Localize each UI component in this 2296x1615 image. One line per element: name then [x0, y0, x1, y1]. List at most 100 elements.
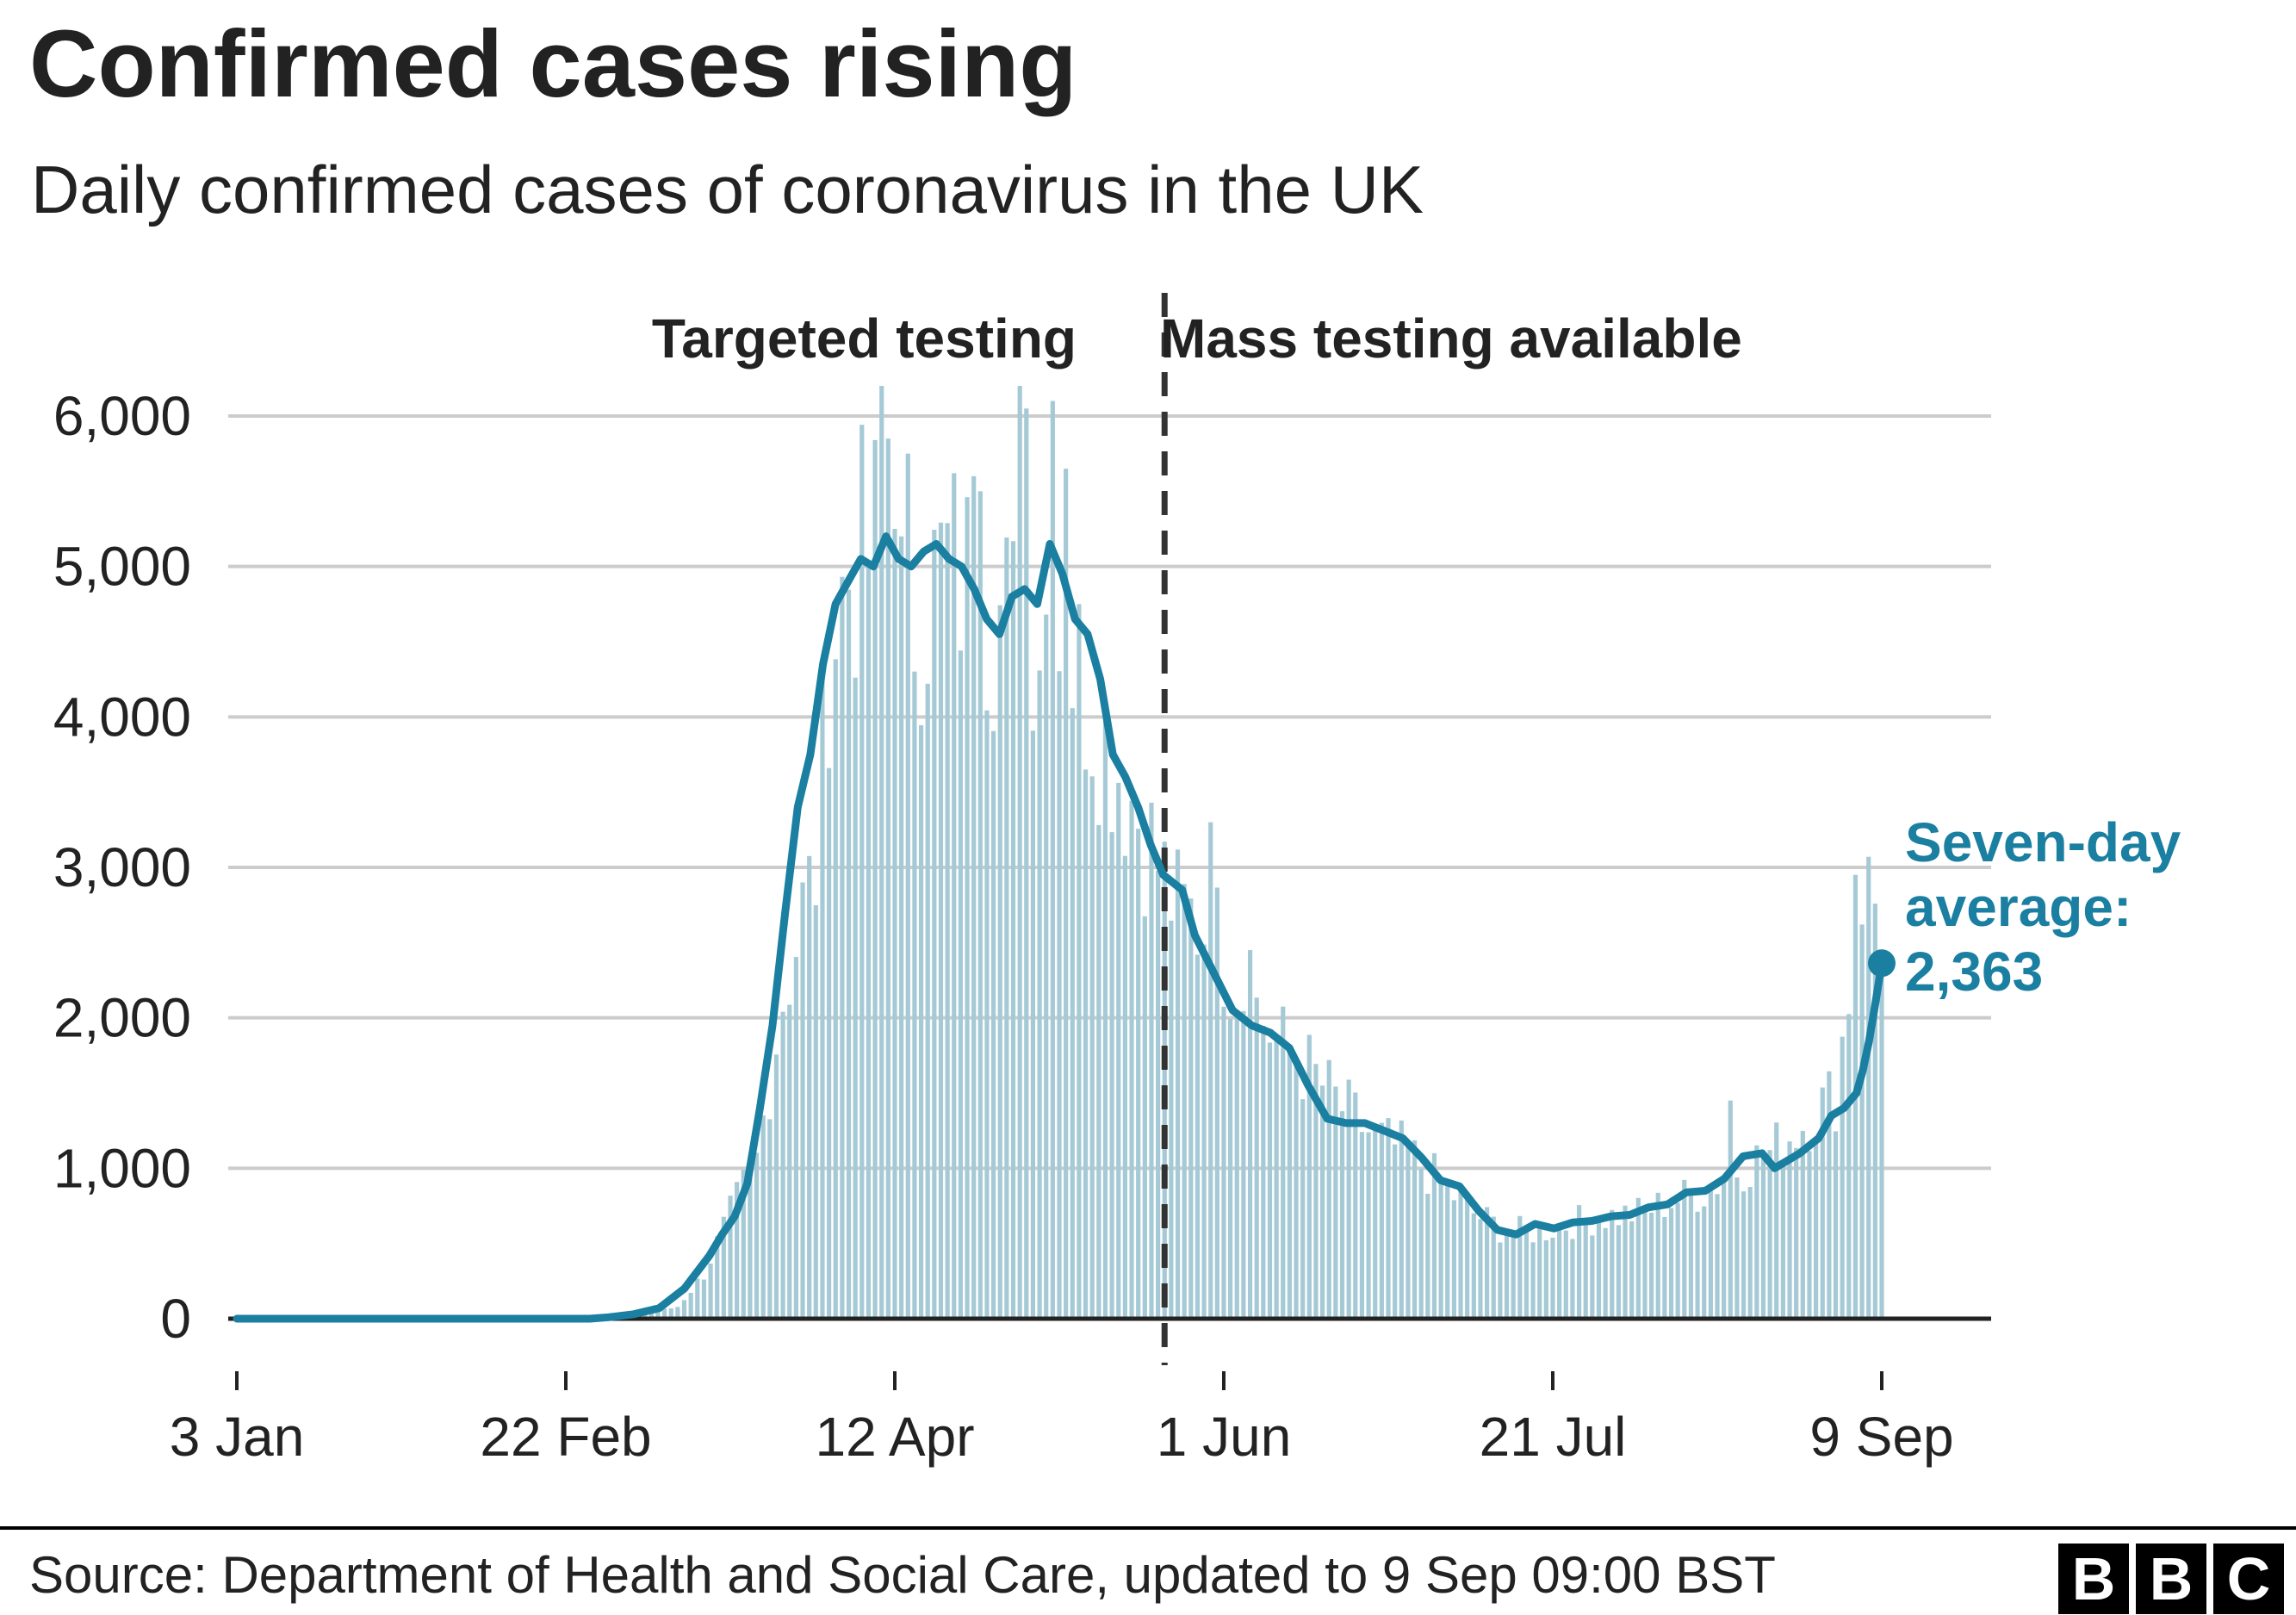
- daily-case-bar: [1570, 1239, 1575, 1319]
- daily-case-bar: [1188, 898, 1194, 1319]
- daily-case-bar: [1037, 670, 1042, 1319]
- daily-case-bar: [1800, 1130, 1805, 1319]
- daily-case-bar: [1089, 776, 1095, 1319]
- daily-case-bar: [1616, 1225, 1621, 1319]
- daily-case-bar: [1156, 871, 1161, 1319]
- daily-case-bar: [1827, 1071, 1832, 1319]
- daily-case-bar: [1418, 1168, 1424, 1319]
- daily-case-bar: [1879, 952, 1884, 1319]
- daily-case-bar: [813, 905, 818, 1319]
- daily-case-bar: [1445, 1182, 1450, 1319]
- y-tick-label: 5,000: [53, 536, 191, 598]
- chart-title: Confirmed cases rising: [29, 11, 1077, 117]
- daily-case-bar: [1379, 1122, 1384, 1319]
- daily-case-bar: [1642, 1207, 1648, 1319]
- daily-case-bar: [1708, 1187, 1713, 1319]
- daily-case-bar: [1767, 1150, 1772, 1319]
- daily-case-bar: [1339, 1111, 1345, 1319]
- y-tick-label: 4,000: [53, 686, 191, 748]
- bbc-logo-letter: B: [2136, 1544, 2206, 1614]
- seven-day-average-endpoint: [1868, 949, 1896, 978]
- daily-case-bar: [1221, 1006, 1226, 1319]
- daily-case-bar: [1077, 604, 1082, 1319]
- daily-case-bar: [846, 589, 852, 1319]
- y-tick-label: 1,000: [53, 1137, 191, 1199]
- daily-case-bar: [1373, 1125, 1378, 1319]
- daily-case-bar: [820, 666, 825, 1319]
- daily-case-bar: [1655, 1192, 1660, 1319]
- daily-case-bar: [1359, 1132, 1365, 1319]
- targeted-testing-label: Targeted testing: [652, 307, 1077, 370]
- daily-case-bar: [1590, 1235, 1595, 1319]
- daily-case-bar: [1478, 1219, 1483, 1319]
- daily-case-bar: [945, 523, 950, 1319]
- daily-case-bar: [1451, 1200, 1456, 1319]
- daily-case-bar: [807, 855, 812, 1319]
- daily-case-bar: [1406, 1145, 1411, 1319]
- daily-case-bar: [1267, 1042, 1273, 1319]
- daily-case-bar: [872, 439, 878, 1320]
- daily-case-bar: [1313, 1064, 1319, 1319]
- y-tick-label: 3,000: [53, 836, 191, 898]
- daily-case-bar: [918, 724, 924, 1319]
- daily-case-bar: [1833, 1131, 1839, 1319]
- daily-case-bar: [1695, 1211, 1700, 1319]
- daily-case-bar: [1485, 1207, 1490, 1319]
- daily-case-bar: [773, 1054, 779, 1319]
- daily-case-bar: [1760, 1158, 1766, 1319]
- daily-cases-bars: [307, 386, 1884, 1320]
- daily-case-bar: [1649, 1212, 1654, 1319]
- daily-case-bar: [1629, 1221, 1635, 1319]
- daily-case-bar: [695, 1278, 700, 1319]
- daily-case-bar: [1675, 1202, 1680, 1319]
- daily-case-bar: [728, 1196, 733, 1319]
- daily-case-bar: [984, 710, 990, 1319]
- daily-case-bar: [1722, 1182, 1727, 1319]
- daily-case-bar: [1794, 1147, 1799, 1319]
- y-tick-label: 2,000: [53, 987, 191, 1049]
- daily-case-bar: [748, 1160, 753, 1319]
- daily-case-bar: [1465, 1196, 1470, 1319]
- daily-case-bar: [1096, 824, 1101, 1319]
- daily-case-bar: [1017, 386, 1022, 1320]
- daily-case-bar: [1702, 1206, 1707, 1319]
- daily-case-bar: [866, 563, 872, 1319]
- source-note: Source: Department of Health and Social …: [29, 1546, 1776, 1604]
- daily-case-bar: [1122, 855, 1127, 1319]
- daily-case-bar: [688, 1292, 693, 1319]
- daily-case-bar: [1523, 1226, 1530, 1319]
- daily-case-bar: [879, 386, 884, 1320]
- daily-case-bar: [1116, 782, 1121, 1319]
- daily-case-bar: [1320, 1085, 1325, 1319]
- daily-case-bar: [1635, 1197, 1641, 1319]
- daily-case-bar: [1563, 1230, 1568, 1319]
- daily-case-bar: [1682, 1179, 1687, 1319]
- daily-case-bar: [1504, 1235, 1510, 1319]
- daily-case-bar: [793, 957, 798, 1319]
- daily-case-bar: [1734, 1177, 1740, 1319]
- daily-case-bar: [1715, 1194, 1720, 1319]
- daily-case-bar: [1142, 916, 1147, 1319]
- daily-case-bar: [1247, 950, 1253, 1319]
- daily-case-bar: [1261, 1025, 1266, 1319]
- y-axis-ticks: 0 1,000 2,000 3,000 4,000 5,000 6,000: [53, 385, 191, 1350]
- x-tick-label: 1 Jun: [1157, 1406, 1292, 1468]
- daily-case-bar: [780, 1011, 785, 1319]
- daily-case-bar: [1057, 671, 1062, 1319]
- daily-case-bar: [1438, 1180, 1443, 1319]
- daily-case-bar: [1431, 1152, 1437, 1319]
- daily-case-bar: [1044, 614, 1049, 1319]
- daily-case-bar: [1623, 1205, 1628, 1319]
- daily-case-bar: [1228, 1018, 1233, 1319]
- x-tick-label: 3 Jan: [170, 1406, 305, 1468]
- daily-case-bar: [655, 1311, 661, 1319]
- daily-case-bar: [859, 425, 865, 1320]
- daily-case-bar: [741, 1170, 746, 1319]
- daily-case-bar: [675, 1307, 680, 1319]
- daily-case-bar: [1747, 1187, 1753, 1319]
- daily-case-bar: [1728, 1100, 1733, 1319]
- daily-case-bar: [1300, 1099, 1306, 1319]
- daily-case-bar: [1412, 1140, 1418, 1319]
- daily-case-bar: [1326, 1059, 1331, 1319]
- daily-case-bar: [1102, 705, 1108, 1319]
